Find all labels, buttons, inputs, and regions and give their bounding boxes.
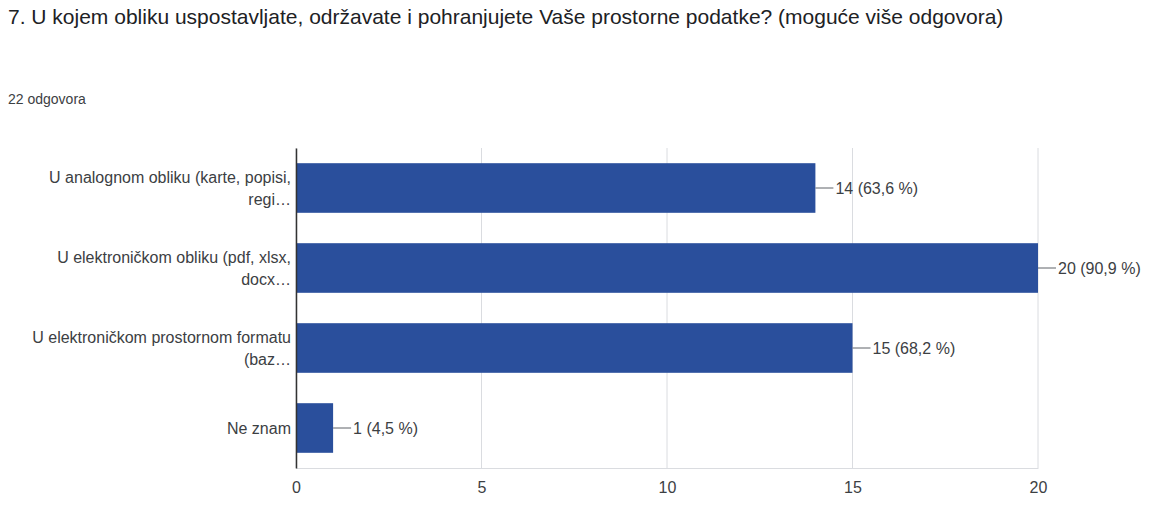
subtitle: 22 odgovora bbox=[8, 91, 86, 107]
category-label-line: (baz… bbox=[244, 351, 291, 368]
data-label: 20 (90,9 %) bbox=[1058, 260, 1141, 277]
x-tick-label: 5 bbox=[478, 479, 487, 496]
data-labels: 14 (63,6 %) 20 (90,9 %) 15 (68,2 %) 1 (4,5 … bbox=[333, 180, 1141, 437]
x-tick: 10 bbox=[659, 468, 677, 496]
title: 7. U kojem obliku uspostavljate, održava… bbox=[8, 5, 1003, 28]
leader-line bbox=[853, 348, 871, 349]
category-labels: U analognom obliku (karte, popisi,regi…U… bbox=[32, 169, 291, 437]
leader-line bbox=[333, 428, 351, 429]
grid-line bbox=[1038, 148, 1039, 468]
category-label-line: docx… bbox=[241, 271, 291, 288]
category-label-line: U analognom obliku (karte, popisi, bbox=[49, 169, 291, 186]
x-axis: 0 5 10 15 20 bbox=[292, 468, 1047, 496]
data-label: 15 (68,2 %) bbox=[873, 340, 956, 357]
category-label-line: Ne znam bbox=[227, 420, 291, 437]
data-label: 1 (4,5 %) bbox=[353, 420, 418, 437]
data-label: 14 (63,6 %) bbox=[835, 180, 918, 197]
x-tick-label: 15 bbox=[844, 479, 862, 496]
category-label-line: regi… bbox=[248, 191, 291, 208]
x-tick: 0 bbox=[292, 468, 301, 496]
x-tick-label: 0 bbox=[292, 479, 301, 496]
x-tick: 5 bbox=[478, 468, 487, 496]
x-axis-line bbox=[297, 468, 1039, 469]
x-tick: 15 bbox=[844, 468, 862, 496]
bar bbox=[296, 323, 853, 373]
x-tick-label: 20 bbox=[1030, 479, 1048, 496]
leader-line bbox=[1038, 268, 1056, 269]
title-line: 7. U kojem obliku uspostavljate, održava… bbox=[8, 5, 1003, 28]
category-label: U analognom obliku (karte, popisi, regi… bbox=[49, 169, 291, 208]
category-label: U elektroničkom obliku (pdf, xlsx, docx… bbox=[57, 249, 291, 288]
category-label: U elektroničkom prostornom formatu (baz… bbox=[32, 329, 291, 368]
chart: 7. U kojem obliku uspostavljate, održava… bbox=[0, 0, 1160, 507]
bar bbox=[296, 243, 1038, 293]
grid-line bbox=[296, 148, 297, 468]
bars bbox=[296, 163, 1038, 453]
x-tick-label: 10 bbox=[659, 479, 677, 496]
category-label: Ne znam bbox=[227, 420, 291, 437]
y-axis-line bbox=[296, 149, 298, 469]
leader-line bbox=[815, 188, 833, 189]
bar bbox=[296, 163, 815, 213]
grid bbox=[296, 148, 1038, 468]
category-label-line: U elektroničkom obliku (pdf, xlsx, bbox=[57, 249, 291, 266]
y-axis bbox=[296, 149, 297, 469]
x-tick: 20 bbox=[1030, 468, 1048, 496]
category-label-line: U elektroničkom prostornom formatu bbox=[32, 329, 291, 346]
bar bbox=[296, 403, 333, 453]
